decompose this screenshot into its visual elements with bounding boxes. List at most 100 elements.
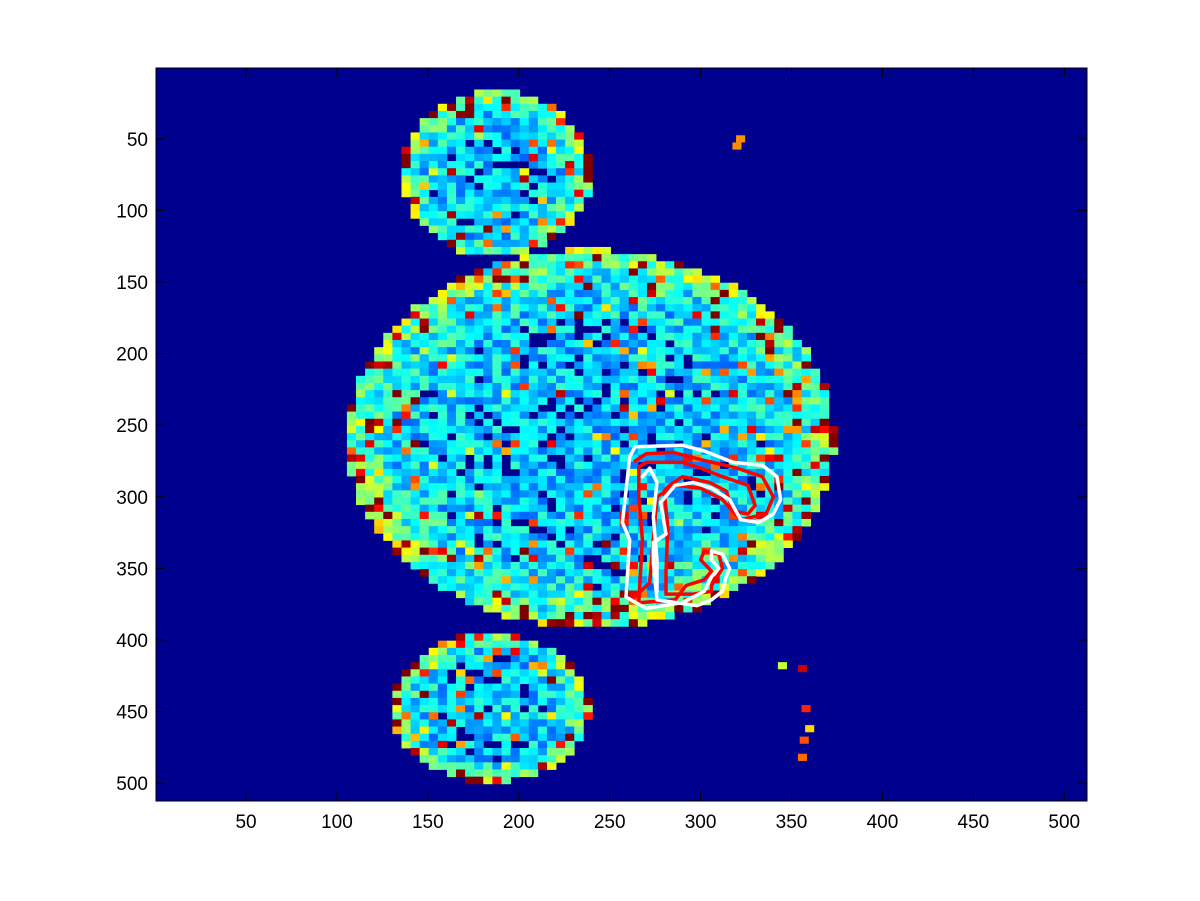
heatmap-cell [519, 647, 530, 656]
heatmap-cell [483, 297, 493, 305]
heatmap-cell [474, 726, 484, 735]
heatmap-cell [428, 125, 439, 133]
heatmap-cell [556, 168, 566, 176]
heatmap-cell [346, 411, 357, 420]
heatmap-cell [537, 211, 548, 219]
heatmap-cell [692, 597, 702, 606]
heatmap-cell [528, 225, 539, 234]
heatmap-cell [474, 297, 484, 305]
heatmap-cell [601, 268, 611, 276]
heatmap-cell [601, 325, 611, 334]
heatmap-cell [610, 340, 621, 348]
heatmap-cell [646, 418, 657, 427]
heatmap-cell [674, 561, 684, 570]
heatmap-cell [583, 490, 593, 498]
heatmap-cell [610, 425, 621, 434]
heatmap-cell [401, 697, 411, 706]
heatmap-cell [683, 540, 693, 548]
heatmap-cell [737, 461, 748, 470]
heatmap-cell [528, 726, 539, 735]
heatmap-cell [501, 153, 511, 162]
heatmap-cell [446, 447, 457, 455]
heatmap-cell [592, 612, 602, 620]
heatmap-cell [392, 425, 402, 434]
heatmap-cell [610, 268, 621, 276]
heatmap-cell [419, 411, 430, 420]
heatmap-cell [592, 368, 602, 377]
heatmap-cell [628, 297, 639, 305]
heatmap-cell [628, 526, 639, 534]
heatmap-cell [683, 468, 693, 477]
heatmap-cell [583, 347, 593, 355]
heatmap-cell [537, 110, 548, 119]
heatmap-cell [456, 461, 466, 470]
heatmap-cell [556, 676, 566, 685]
heatmap-cell [446, 397, 457, 405]
heatmap-cell [583, 297, 593, 305]
heatmap-cell [456, 554, 466, 563]
heatmap-cell [537, 189, 548, 198]
heatmap-cell [556, 654, 566, 663]
heatmap-cell [374, 497, 384, 506]
heatmap-cell [565, 132, 575, 140]
heatmap-cell [428, 576, 439, 584]
heatmap-cell [446, 132, 457, 140]
heatmap-cell [683, 297, 693, 305]
heatmap-cell [446, 390, 457, 398]
heatmap-cell [719, 547, 730, 556]
heatmap-cell [374, 461, 384, 470]
heatmap-cell [592, 261, 602, 269]
heatmap-cell [665, 547, 675, 556]
heatmap-cell [583, 354, 593, 362]
heatmap-cell [474, 246, 484, 255]
heatmap-cell [628, 325, 639, 334]
heatmap-cell [592, 375, 602, 384]
heatmap-cell [501, 561, 511, 570]
heatmap-cell [537, 397, 548, 405]
heatmap-cell [583, 425, 593, 434]
heatmap-cell [528, 454, 539, 463]
heatmap-cell [401, 354, 411, 362]
heatmap-cell [419, 433, 430, 441]
heatmap-cell [592, 289, 602, 298]
heatmap-cell [419, 497, 430, 506]
heatmap-cell [746, 347, 757, 355]
heatmap-cell [410, 404, 421, 412]
heatmap-cell [456, 304, 466, 312]
heatmap-cell [465, 125, 475, 133]
heatmap-cell [474, 175, 484, 183]
heatmap-cell [656, 411, 666, 420]
heatmap-cell [610, 561, 621, 570]
heatmap-cell [474, 697, 484, 706]
heatmap-cell [501, 125, 511, 133]
heatmap-cell [556, 497, 566, 506]
heatmap-cell [674, 261, 684, 269]
heatmap-cell [583, 361, 593, 370]
heatmap-cell [465, 561, 475, 570]
heatmap-cell [374, 375, 384, 384]
y-tick-label: 300 [116, 488, 148, 509]
heatmap-cell [556, 748, 566, 756]
heatmap-cell [765, 425, 775, 434]
heatmap-cell [483, 268, 493, 276]
heatmap-cell [537, 146, 548, 155]
heatmap-cell [537, 454, 548, 463]
heatmap-cell [528, 239, 539, 248]
heatmap-cell [446, 311, 457, 319]
heatmap-cell [665, 289, 675, 298]
heatmap-cell [737, 561, 748, 570]
heatmap-cell [756, 382, 766, 391]
heatmap-cell [465, 504, 475, 513]
heatmap-cell [446, 504, 457, 513]
heatmap-cell [492, 118, 502, 126]
heatmap-cell [456, 518, 466, 527]
heatmap-cell [501, 232, 511, 241]
heatmap-cell [519, 447, 530, 455]
heatmap-cell [583, 340, 593, 348]
heatmap-cell [501, 647, 511, 656]
heatmap-cell [383, 361, 393, 370]
heatmap-cell [365, 368, 375, 377]
heatmap-cell [637, 604, 648, 613]
heatmap-cell [501, 447, 511, 455]
heatmap-cell [656, 569, 666, 577]
